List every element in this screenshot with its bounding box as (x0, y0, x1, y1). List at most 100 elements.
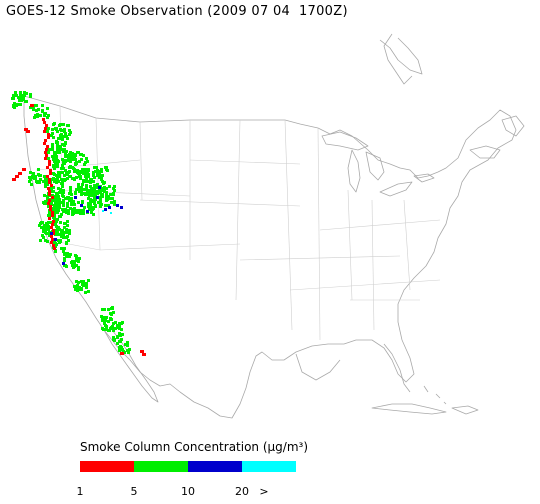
smoke-pixel (63, 226, 66, 229)
smoke-pixel (34, 114, 37, 117)
smoke-pixel (96, 185, 99, 188)
smoke-pixel (47, 157, 50, 160)
smoke-pixel (71, 210, 74, 213)
smoke-pixel (105, 196, 108, 199)
smoke-pixel (50, 184, 53, 187)
smoke-pixel (71, 152, 74, 155)
smoke-pixel (13, 102, 16, 105)
state-line (189, 159, 301, 165)
smoke-pixel (119, 334, 122, 337)
smoke-pixel (66, 154, 69, 157)
smoke-pixel (43, 112, 46, 115)
smoke-pixel (75, 176, 78, 179)
smoke-pixel (80, 280, 83, 283)
smoke-pixel (56, 198, 59, 201)
smoke-pixel (90, 190, 93, 193)
smoke-pixel (46, 222, 49, 225)
smoke-pixel (102, 316, 105, 319)
smoke-pixel (39, 114, 42, 117)
smoke-pixel (61, 129, 64, 132)
smoke-pixel (68, 232, 71, 235)
smoke-pixel (57, 151, 60, 154)
smoke-pixel (105, 168, 108, 171)
smoke-pixel (13, 94, 16, 97)
smoke-pixel (69, 151, 72, 154)
smoke-pixel (67, 212, 70, 215)
smoke-pixel (94, 205, 97, 208)
state-boundaries (35, 105, 441, 341)
smoke-pixel (63, 179, 66, 182)
smoke-pixel (56, 148, 59, 151)
smoke-pixel (61, 164, 64, 167)
smoke-pixel (111, 326, 114, 329)
smoke-pixel (56, 141, 59, 144)
smoke-pixel (32, 108, 35, 111)
smoke-pixel (63, 148, 66, 151)
smoke-pixel (66, 220, 69, 223)
smoke-pixel (61, 136, 64, 139)
legend-tick-5: 5 (130, 485, 138, 498)
hudson-bay-edge (383, 33, 413, 85)
smoke-pixel (43, 202, 46, 205)
smoke-pixel (93, 184, 96, 187)
smoke-pixel (88, 205, 91, 208)
smoke-pixel (44, 229, 47, 232)
smoke-pixel (52, 190, 55, 193)
smoke-pixel (19, 97, 22, 100)
smoke-pixel (62, 191, 65, 194)
smoke-pixel (75, 162, 78, 165)
smoke-pixel (118, 324, 121, 327)
smoke-pixel (127, 351, 130, 354)
smoke-pixel (23, 94, 26, 97)
smoke-pixel (114, 321, 117, 324)
smoke-pixel (66, 252, 69, 255)
smoke-pixel (18, 172, 22, 175)
smoke-pixel (49, 221, 52, 224)
smoke-pixel (57, 171, 60, 174)
smoke-pixel (38, 224, 41, 227)
smoke-pixel (42, 236, 45, 239)
smoke-pixel (62, 250, 65, 253)
smoke-pixel (103, 186, 106, 189)
smoke-pixel (86, 189, 89, 192)
smoke-pixel (76, 284, 79, 287)
smoke-pixel (46, 145, 49, 148)
smoke-pixel (44, 139, 47, 142)
smoke-pixel (107, 204, 110, 207)
smoke-pixel (116, 335, 119, 338)
smoke-pixel (74, 209, 77, 212)
smoke-pixel (86, 210, 89, 213)
smoke-pixel (83, 206, 86, 209)
smoke-pixel (92, 174, 95, 177)
smoke-pixel (76, 169, 79, 172)
smoke-pixel (75, 264, 78, 267)
smoke-pixel (39, 178, 42, 181)
smoke-pixel (99, 190, 102, 193)
smoke-pixel (83, 170, 86, 173)
smoke-pixel (80, 190, 83, 193)
smoke-pixel (36, 114, 39, 117)
smoke-pixel (96, 196, 99, 199)
smoke-pixel (49, 205, 52, 208)
smoke-pixel (62, 210, 65, 213)
smoke-pixel (85, 282, 88, 285)
smoke-pixel (35, 104, 38, 107)
smoke-pixel (69, 158, 72, 161)
smoke-pixel (102, 210, 104, 212)
smoke-pixel (47, 187, 50, 190)
smoke-pixel (85, 157, 88, 160)
smoke-pixel (76, 209, 79, 212)
smoke-pixel (56, 175, 59, 178)
smoke-pixel (56, 210, 59, 213)
smoke-pixel (56, 200, 59, 203)
state-line (347, 189, 353, 301)
smoke-pixel (30, 183, 33, 186)
smoke-pixel (48, 190, 51, 193)
smoke-pixel (99, 200, 102, 203)
smoke-pixel (69, 160, 72, 163)
smoke-pixel (78, 286, 81, 289)
smoke-pixel (42, 118, 45, 121)
smoke-pixel (101, 319, 104, 322)
smoke-pixel (32, 106, 35, 109)
smoke-pixel (61, 138, 64, 141)
